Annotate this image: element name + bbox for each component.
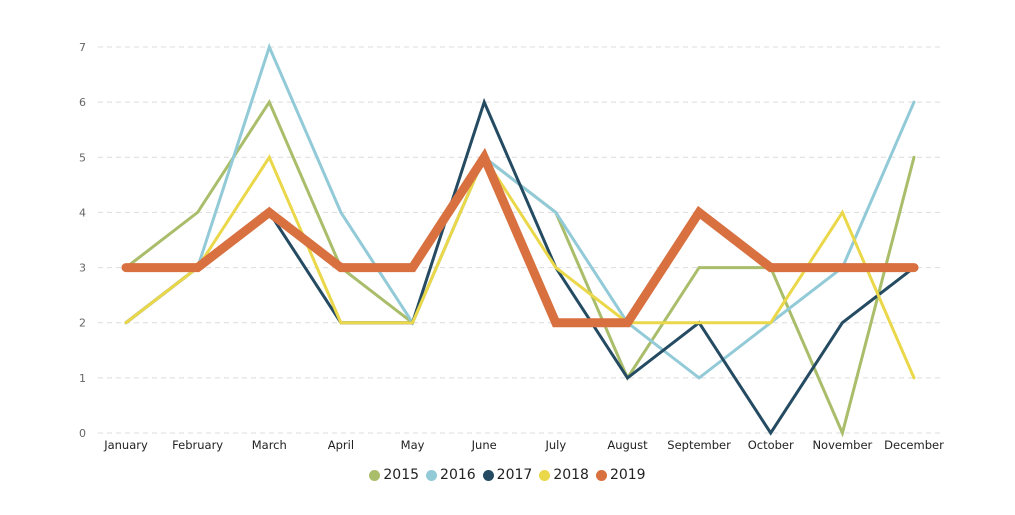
- legend-item-2018: 2018: [539, 467, 589, 483]
- y-axis-ticks: 0 1 2 3 4 5 6 7: [79, 41, 86, 440]
- series-lines: [121, 42, 919, 438]
- legend-label: 2019: [609, 467, 646, 483]
- y-tick-label: 6: [79, 96, 86, 109]
- x-tick-label: July: [544, 438, 566, 452]
- legend-item-2015: 2015: [369, 467, 419, 483]
- x-tick-label: April: [328, 438, 354, 452]
- line-chart: 0 1 2 3 4 5 6 7 January February March April May Jun…: [79, 41, 944, 452]
- y-tick-label: 5: [79, 151, 86, 164]
- y-tick-label: 0: [79, 427, 86, 440]
- series-line-2019: [121, 147, 919, 328]
- legend-swatch: [539, 469, 551, 481]
- legend-swatch: [595, 469, 607, 481]
- x-tick-label: March: [252, 438, 287, 452]
- legend: 2015 2016 2017 2018 2019: [0, 464, 1015, 486]
- legend-item-2016: 2016: [426, 467, 476, 483]
- x-tick-label: November: [812, 438, 872, 452]
- legend-swatch: [482, 469, 494, 481]
- legend-swatch: [426, 469, 438, 481]
- x-tick-label: June: [471, 438, 497, 452]
- x-tick-label: October: [748, 438, 794, 452]
- y-tick-label: 7: [79, 41, 86, 54]
- x-axis-ticks: January February March April May June July Augu…: [103, 438, 944, 452]
- legend-item-2019: 2019: [595, 467, 646, 483]
- legend-label: 2018: [553, 467, 589, 483]
- y-tick-label: 3: [79, 262, 86, 275]
- legend-label: 2015: [383, 467, 420, 483]
- y-tick-label: 2: [79, 317, 86, 330]
- x-tick-label: February: [172, 438, 223, 452]
- x-tick-label: August: [607, 438, 648, 452]
- y-tick-label: 4: [79, 206, 86, 219]
- x-tick-label: January: [103, 438, 148, 452]
- x-tick-label: May: [401, 438, 425, 452]
- y-tick-label: 1: [79, 372, 86, 385]
- x-tick-label: September: [667, 438, 731, 452]
- x-tick-label: December: [884, 438, 944, 452]
- legend-swatch: [369, 469, 381, 481]
- legend-label: 2016: [440, 467, 476, 483]
- legend-label: 2017: [496, 467, 533, 483]
- series-line-2018: [124, 154, 916, 380]
- legend-item-2017: 2017: [482, 467, 533, 483]
